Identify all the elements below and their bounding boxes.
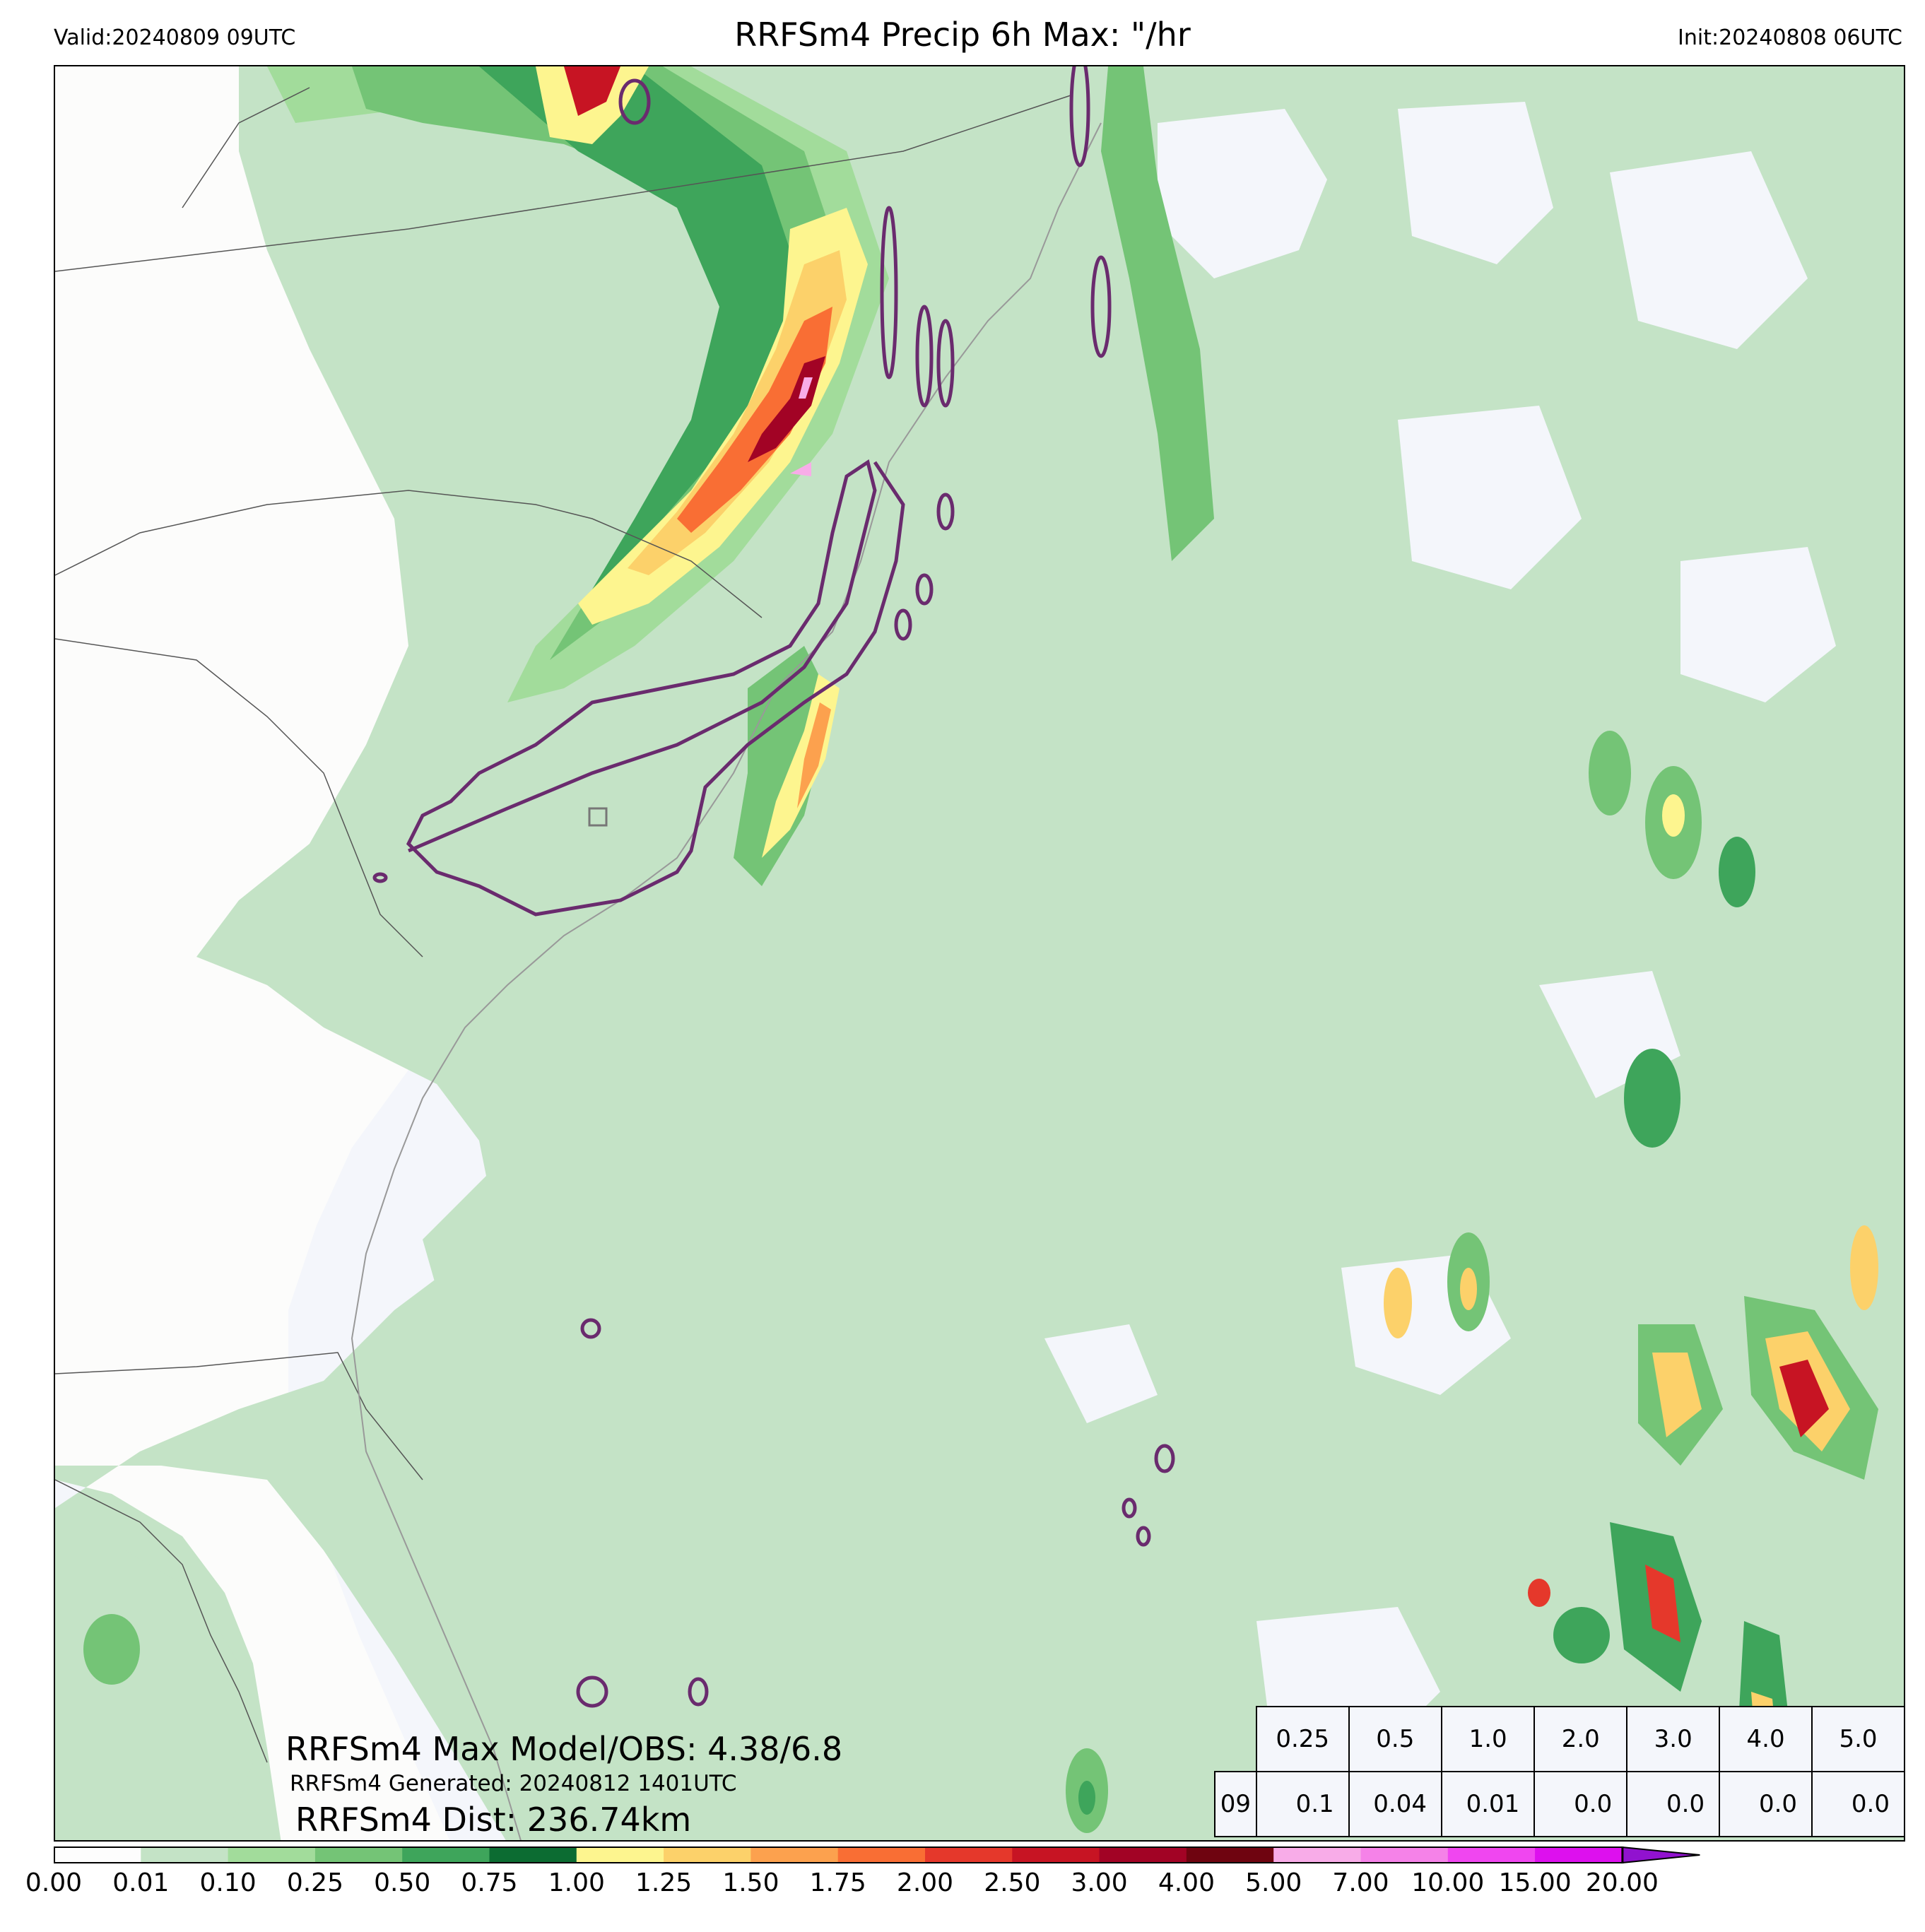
map-canvas — [55, 66, 1904, 1840]
valid-time-label: Valid:20240809 09UTC — [54, 25, 296, 50]
colorbar-segment — [1012, 1847, 1100, 1863]
threshold-cell: 3.0 — [1626, 1706, 1721, 1772]
threshold-cell: 0.5 — [1348, 1706, 1442, 1772]
threshold-stats-table: 0.25 0.5 1.0 2.0 3.0 4.0 5.0 09 0.1 0.04… — [1214, 1706, 1905, 1842]
colorbar-tick-label: 0.00 — [25, 1868, 83, 1897]
value-cell: 0.04 — [1348, 1771, 1442, 1837]
colorbar-tick-label: 5.00 — [1245, 1868, 1302, 1897]
colorbar-tick-label: 15.00 — [1498, 1868, 1572, 1897]
threshold-cell: 4.0 — [1719, 1706, 1813, 1772]
value-cell: 0.01 — [1440, 1771, 1536, 1837]
colorbar-segment — [750, 1847, 839, 1863]
colorbar-tick-label: 1.00 — [548, 1868, 605, 1897]
colorbar-tick-label: 1.25 — [635, 1868, 693, 1897]
colorbar-tick-label: 0.01 — [112, 1868, 170, 1897]
colorbar-tick-label: 10.00 — [1411, 1868, 1485, 1897]
colorbar-tick-label: 0.10 — [199, 1868, 257, 1897]
colorbar-frame — [54, 1846, 1624, 1863]
colorbar-segment — [576, 1847, 664, 1863]
colorbar-tick-label: 0.50 — [374, 1868, 431, 1897]
colorbar-segment — [1099, 1847, 1187, 1863]
corner-cell — [1215, 1707, 1256, 1772]
colorbar-segment — [314, 1847, 403, 1863]
heavy-precip-band — [536, 66, 868, 858]
peak-precip-spot — [790, 462, 811, 476]
colorbar-tick-label: 2.50 — [984, 1868, 1041, 1897]
max-model-obs-label: RRFSm4 Max Model/OBS: 4.38/6.8 — [285, 1730, 843, 1768]
state-boundaries — [55, 87, 1073, 1763]
precip-map[interactable] — [54, 65, 1905, 1842]
threshold-row: 0.25 0.5 1.0 2.0 3.0 4.0 5.0 — [1215, 1706, 1905, 1772]
colorbar-segment — [1186, 1847, 1274, 1863]
colorbar-ticks: 0.00 0.01 0.10 0.25 0.50 0.75 1.00 1.25 1.50 1.75… — [0, 1868, 1925, 1911]
colorbar-segment — [664, 1847, 751, 1863]
moderate-precip-bands — [267, 66, 1214, 886]
colorbar-segment — [1360, 1847, 1449, 1863]
colorbar-tick-label: 4.00 — [1158, 1868, 1215, 1897]
colorbar-segment — [1273, 1847, 1362, 1863]
generated-time-label: RRFSm4 Generated: 20240812 1401UTC — [290, 1771, 737, 1796]
value-cell: 0.1 — [1255, 1771, 1350, 1837]
colorbar-tick-label: 3.00 — [1071, 1868, 1128, 1897]
colorbar-tick-label: 0.25 — [286, 1868, 343, 1897]
colorbar-tick-label: 20.00 — [1585, 1868, 1659, 1897]
value-cell: 0.0 — [1626, 1771, 1721, 1837]
colorbar-segment — [489, 1847, 577, 1863]
colorbar-segment — [1535, 1847, 1623, 1863]
colorbar-tick-label: 7.00 — [1332, 1868, 1389, 1897]
colorbar-segment — [925, 1847, 1013, 1863]
colorbar-tick-label: 1.75 — [809, 1868, 866, 1897]
value-cell: 0.0 — [1811, 1771, 1905, 1837]
colorbar-tick-label: 0.75 — [461, 1868, 518, 1897]
threshold-cell: 0.25 — [1255, 1706, 1350, 1772]
value-cell: 0.0 — [1719, 1771, 1813, 1837]
distance-label: RRFSm4 Dist: 236.74km — [295, 1801, 692, 1839]
threshold-cell: 5.0 — [1811, 1706, 1905, 1772]
init-time-label: Init:20240808 06UTC — [1678, 25, 1902, 50]
threshold-cell: 1.0 — [1440, 1706, 1536, 1772]
colorbar-segment — [402, 1847, 490, 1863]
colorbar — [54, 1846, 1700, 1864]
colorbar-tick-label: 2.00 — [896, 1868, 954, 1897]
observation-contours — [372, 66, 1175, 1708]
colorbar-segment — [837, 1847, 926, 1863]
colorbar-segment — [141, 1847, 229, 1863]
value-cell: 0.0 — [1533, 1771, 1628, 1837]
colorbar-extend-arrow — [1621, 1846, 1700, 1864]
colorbar-segment — [228, 1847, 316, 1863]
colorbar-segment — [1447, 1847, 1536, 1863]
station-marker[interactable] — [588, 807, 608, 827]
value-row: 09 0.1 0.04 0.01 0.0 0.0 0.0 0.0 — [1214, 1771, 1905, 1837]
colorbar-tick-label: 1.50 — [722, 1868, 779, 1897]
row-label-cell: 09 — [1214, 1771, 1257, 1837]
map-title: RRFSm4 Precip 6h Max: "/hr — [734, 16, 1191, 54]
colorbar-segment — [54, 1847, 141, 1863]
threshold-cell: 2.0 — [1533, 1706, 1628, 1772]
